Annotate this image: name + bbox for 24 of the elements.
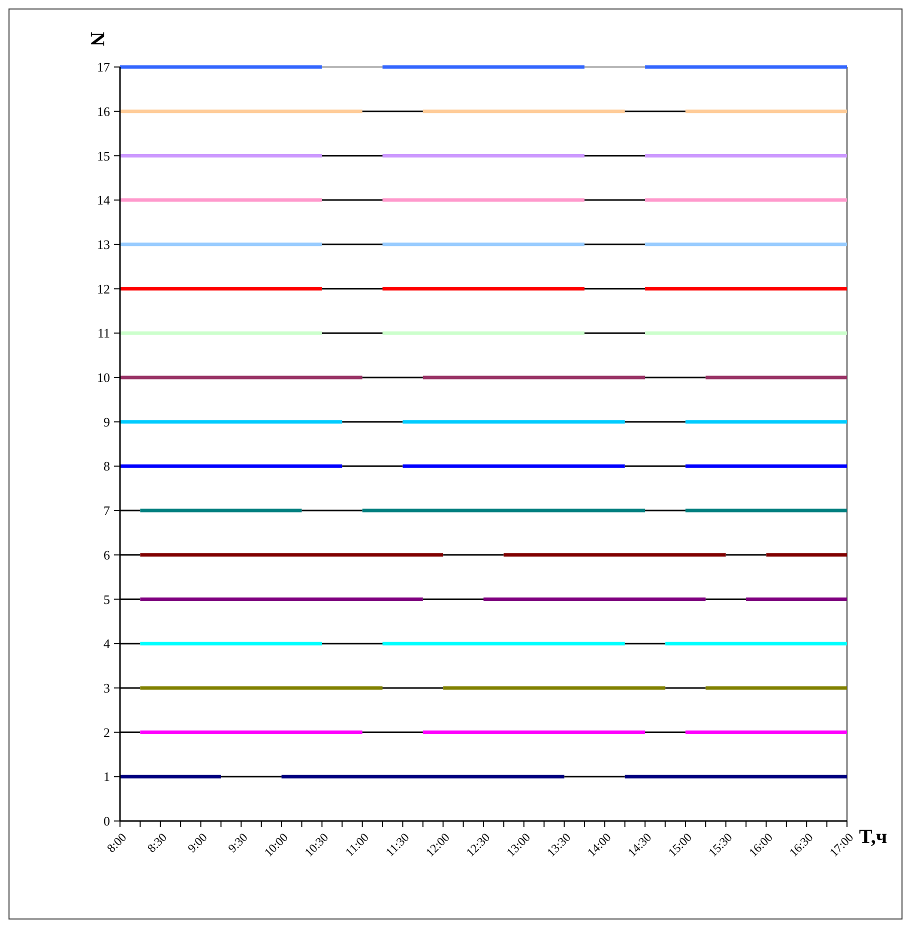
y-tick-label: 8 xyxy=(104,458,110,474)
y-tick-label: 14 xyxy=(97,192,110,208)
y-tick-label: 4 xyxy=(104,636,110,652)
y-tick-label: 13 xyxy=(97,236,110,252)
y-tick-label: 2 xyxy=(104,724,110,740)
x-tick-label: 8:00 xyxy=(104,830,130,856)
y-tick-label: 10 xyxy=(97,370,110,386)
y-tick-label: 6 xyxy=(104,547,110,562)
y-tick-label: 3 xyxy=(104,680,110,696)
y-tick-label: 16 xyxy=(97,104,110,119)
x-tick-label: 9:00 xyxy=(184,830,210,856)
y-tick-label: 15 xyxy=(97,148,110,164)
y-tick-label: 12 xyxy=(97,281,110,296)
y-tick-label: 11 xyxy=(97,326,110,341)
y-tick-label: 9 xyxy=(104,414,110,430)
y-tick-label: 5 xyxy=(104,592,110,607)
x-tick-label: 8:30 xyxy=(144,830,170,856)
x-axis-title: T,ч xyxy=(859,826,888,848)
y-axis-title: N xyxy=(86,32,108,47)
y-tick-label: 17 xyxy=(97,60,110,75)
y-tick-label: 7 xyxy=(104,503,110,518)
x-tick-label: 9:30 xyxy=(225,830,250,856)
y-tick-label: 1 xyxy=(104,769,110,784)
y-tick-label: 0 xyxy=(104,814,110,829)
